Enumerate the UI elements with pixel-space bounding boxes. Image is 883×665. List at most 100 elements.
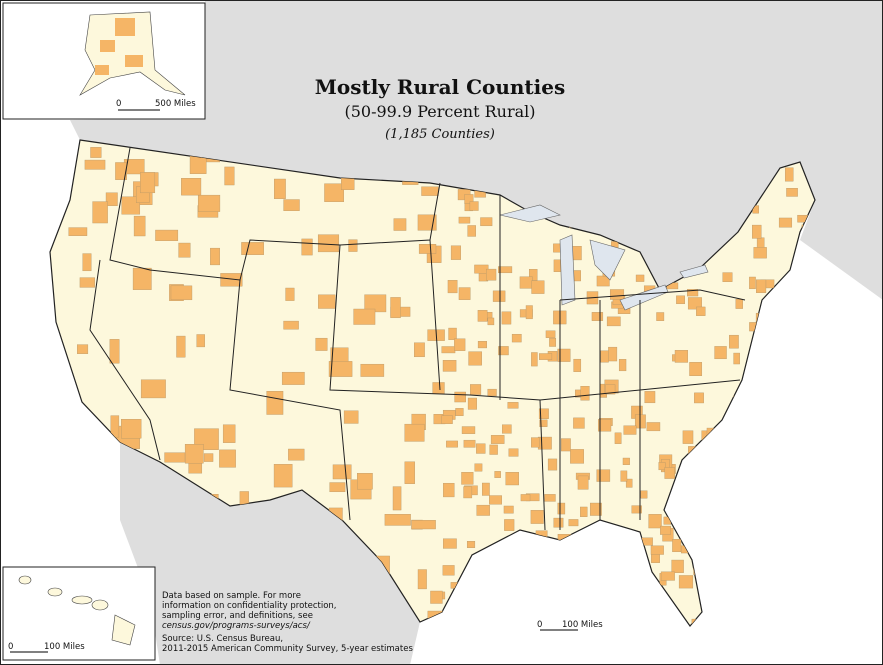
great-lakes [499,204,709,311]
county-patch [315,337,328,351]
county-patch [442,360,457,372]
county-patch [664,467,675,479]
county-patch [476,443,486,454]
county-patch [421,186,439,196]
county-patch [467,225,476,237]
county-patch [596,469,611,482]
county-patch [432,382,445,394]
county-patch [329,482,346,493]
county-patch [417,569,427,590]
county-patch [650,545,664,555]
county-patch [644,391,656,404]
county-patch [301,238,313,256]
county-patch [68,227,88,236]
county-patch [454,391,466,403]
county-patch [140,172,156,194]
county-patch [441,346,456,354]
county-patch [461,472,474,485]
county-patch [140,379,166,399]
county-patch [553,243,561,253]
county-patch [318,294,336,309]
county-patch [577,475,589,490]
county-patch [464,194,474,204]
county-patch [317,234,340,253]
county-patch [155,229,179,241]
county-patch [466,541,476,548]
county-patch [121,419,142,439]
county-patch [332,464,352,480]
subtitle: (50-99.9 Percent Rural) [344,102,535,121]
county-patch [170,285,193,301]
county-patch [722,272,733,282]
county-patch [414,342,425,358]
county-patch [553,517,564,528]
county-patch [494,471,501,478]
county-patch [676,295,685,305]
title: Mostly Rural Counties [315,75,566,99]
county-patch [671,559,684,573]
county-patch [538,408,549,419]
county-patch [283,199,300,211]
county-patch [544,494,556,502]
county-patch [492,290,506,302]
county-patch [635,274,645,282]
scale-zero: 0 [116,99,121,109]
county-patch [545,330,556,338]
county-patch [501,311,512,325]
county-patch [614,432,622,444]
county-patch [525,305,533,320]
county-patch [181,178,202,196]
county-patch [476,504,490,516]
county-patch [482,482,490,496]
county-patch [461,426,476,434]
county-patch [689,362,703,376]
county-patch [219,449,236,468]
county-patch [498,266,513,274]
county-patch [489,444,498,455]
county-patch [609,289,625,300]
county-patch [597,419,612,432]
county-patch [343,410,359,424]
county-patch [714,346,727,360]
county-patch [591,312,604,321]
county-patch [443,482,455,498]
hawaii [18,575,136,646]
county-patch [241,242,264,255]
county-patch [489,495,502,505]
county-patch [749,276,756,290]
county-patch [531,352,538,367]
county-patch [498,346,509,356]
county-patch [531,280,545,294]
county-patch [220,273,243,287]
county-patch [178,242,191,258]
county-patch [132,267,152,290]
alaska-rural [95,18,143,75]
county-patch [222,424,236,443]
county-patch [682,430,694,444]
source-line: Source: U.S. Census Bureau, [162,634,283,644]
county-patch [660,525,671,535]
county-patch [324,183,345,202]
county-patch [133,215,146,237]
county-patch [674,350,688,363]
county-patch [570,449,584,464]
county-patch [784,167,794,182]
county-patch [648,514,662,529]
note-line: census.gov/programs-surveys/acs/ [162,621,311,631]
county-patch [393,218,407,231]
county-patch [589,502,602,516]
county-patch [502,424,512,434]
county-patch [84,159,106,170]
county-patch [687,289,699,297]
county-patch [115,162,127,180]
county-patch [442,565,455,576]
county-patch [360,363,385,377]
county-patch [549,338,557,347]
county-patch [568,519,579,527]
note-line: information on confidentiality protectio… [162,601,337,611]
county-patch [82,253,92,272]
county-patch [328,361,353,377]
county-patch [196,334,205,348]
county-patch [463,439,476,448]
